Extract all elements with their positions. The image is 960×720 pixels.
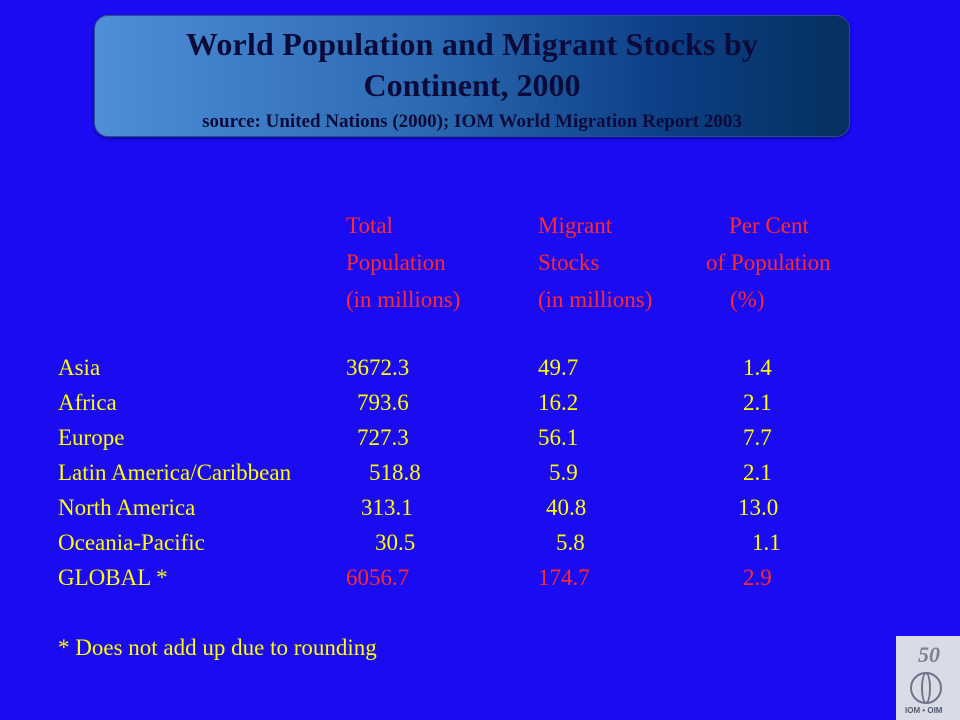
cell-migrant-north-america: 40.8 xyxy=(546,495,587,520)
col-total-header-2: Population xyxy=(346,250,446,275)
row-label-north-america: North America xyxy=(58,495,196,520)
title-banner: World Population and Migrant Stocks by C… xyxy=(94,15,850,137)
cell-migrant-global: 174.7 xyxy=(538,565,590,590)
cell-percent-asia: 1.4 xyxy=(743,355,772,380)
logo-caption: IOM • OIM xyxy=(905,706,943,715)
col-migrant-header-3: (in millions) xyxy=(538,287,653,312)
cell-total-oceania: 30.5 xyxy=(375,530,416,555)
cell-percent-europe: 7.7 xyxy=(743,425,772,450)
page-title-continued: Continent, 2000 xyxy=(363,67,581,103)
logo-number: 50 xyxy=(918,642,940,667)
iom-anniversary-logo: 50 IOM • OIM xyxy=(896,636,960,720)
globe-icon xyxy=(910,672,942,704)
cell-total-latin-america: 518.8 xyxy=(369,460,421,485)
row-label-africa: Africa xyxy=(58,390,117,415)
col-migrant-header-1: Migrant xyxy=(538,213,613,238)
row-label-oceania: Oceania-Pacific xyxy=(58,530,205,555)
row-label-global: GLOBAL * xyxy=(58,565,168,590)
cell-migrant-asia: 49.7 xyxy=(538,355,579,380)
row-label-europe: Europe xyxy=(58,425,125,450)
col-percent-header-2: of Population xyxy=(706,250,831,275)
col-total-header-3: (in millions) xyxy=(346,287,461,312)
row-label-asia: Asia xyxy=(58,355,101,380)
cell-total-global: 6056.7 xyxy=(346,565,410,590)
row-label-latin-america: Latin America/Caribbean xyxy=(58,460,292,485)
col-percent-header-1: Per Cent xyxy=(729,213,809,238)
cell-percent-africa: 2.1 xyxy=(743,390,772,415)
cell-total-europe: 727.3 xyxy=(357,425,409,450)
cell-total-north-america: 313.1 xyxy=(361,495,413,520)
col-total-header-1: Total xyxy=(346,213,393,238)
cell-migrant-latin-america: 5.9 xyxy=(549,460,578,485)
cell-migrant-europe: 56.1 xyxy=(538,425,579,450)
col-migrant-header-2: Stocks xyxy=(538,250,600,275)
cell-percent-global: 2.9 xyxy=(743,565,772,590)
cell-percent-oceania: 1.1 xyxy=(752,530,781,555)
footnote: * Does not add up due to rounding xyxy=(58,635,377,660)
cell-migrant-africa: 16.2 xyxy=(538,390,579,415)
cell-percent-latin-america: 2.1 xyxy=(743,460,772,485)
cell-total-africa: 793.6 xyxy=(357,390,409,415)
cell-percent-north-america: 13.0 xyxy=(738,495,779,520)
col-percent-header-3: (%) xyxy=(730,287,765,312)
cell-migrant-oceania: 5.8 xyxy=(556,530,585,555)
source-citation: source: United Nations (2000); IOM World… xyxy=(202,111,742,132)
cell-total-asia: 3672.3 xyxy=(346,355,410,380)
page-title: World Population and Migrant Stocks by xyxy=(185,26,759,62)
